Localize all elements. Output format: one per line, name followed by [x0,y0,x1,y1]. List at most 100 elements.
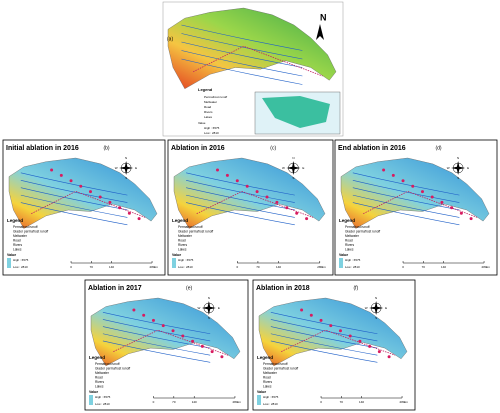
label: W [365,306,368,310]
runoff-site [137,217,141,221]
label: W [447,166,450,170]
label: 70 [90,265,94,269]
label: Lakes [204,115,213,119]
river [20,172,128,196]
label: N [457,156,459,160]
runoff-site [275,200,279,204]
label: Value [339,253,348,257]
label: Legend [339,218,355,223]
runoff-site [225,173,229,177]
river [181,41,303,68]
runoff-site [181,334,185,338]
ramp [7,258,11,268]
label: 280 [317,265,322,269]
label: Ablation in 2017 [88,285,142,292]
river [270,312,378,335]
north-arrow [316,24,324,40]
region [8,157,158,229]
label: N [375,296,377,300]
label: Lakes [178,247,187,251]
river [186,179,295,203]
inset-land [262,96,330,128]
scale-bar [70,261,153,264]
runoff-site [430,195,434,199]
label: Road [13,238,21,242]
label: Rivers [95,380,104,384]
river [20,179,128,203]
scale-bar [402,261,485,264]
river [352,187,460,211]
label: S [292,176,294,180]
runoff-site [200,344,204,348]
runoff-site [151,318,155,322]
runoff-site [118,206,122,210]
runoff-site [329,324,333,328]
label: Permafrost runoff [345,225,370,229]
runoff-site [300,308,304,312]
label: Glacier permafrost runoff [345,229,380,233]
label: High : 6575 [13,258,29,262]
river [20,202,128,226]
label: Road [178,238,186,242]
label: 140 [276,265,281,269]
label: Meltwater [178,234,193,238]
label: 0 [236,265,238,269]
runoff-site [319,318,323,322]
label: Permafrost runoff [13,225,38,229]
scale-bar [320,396,403,399]
river [102,340,211,363]
label: Road [204,105,212,109]
runoff-site [387,355,391,359]
label: High : 6575 [178,258,194,262]
label: Value [172,253,181,257]
label: High : 6575 [263,395,279,399]
label: Permafrost runoff [95,362,120,366]
label: Lakes [345,247,354,251]
label: Rivers [178,243,187,247]
label: Rivers [13,243,22,247]
label: Meltwater [263,371,278,375]
label: Legend [198,87,213,92]
label: Rivers [345,243,354,247]
river [270,326,378,349]
compass-star [201,301,216,315]
runoff-site [469,217,473,221]
river [181,24,303,51]
ramp [339,258,343,268]
label: Meltwater [95,371,110,375]
river [20,194,128,218]
runoff-site [295,211,299,215]
river [181,58,303,85]
label: Value [7,253,16,257]
label: W [282,166,285,170]
label: Rivers [263,380,272,384]
label: 70 [172,400,176,404]
runoff-site [171,329,175,333]
river [352,194,460,218]
label: Low : 2810 [13,265,28,269]
compass-star [451,161,466,175]
label: N [208,296,210,300]
label: Value [198,121,206,125]
panel: Ablation in 2018 (f) N E S W Legend Permafrost … [252,279,416,411]
label: S [375,316,377,320]
river [352,172,460,196]
ramp [172,258,176,268]
label: Meltwater [13,234,28,238]
road [196,190,314,218]
runoff-site [132,308,136,312]
label: W [115,166,118,170]
label: 140 [441,265,446,269]
label: Value [89,390,98,394]
label: Glacier permafrost runoff [263,366,298,370]
runoff-site [358,339,362,343]
label: (e) [186,285,192,291]
label: 70 [256,265,260,269]
river [186,172,295,196]
label: Low : 2810 [178,265,193,269]
label: km [154,265,159,269]
label: E [385,306,387,310]
label: Ablation in 2018 [256,285,310,292]
label: High : 6575 [204,126,220,130]
runoff-site [69,179,73,183]
